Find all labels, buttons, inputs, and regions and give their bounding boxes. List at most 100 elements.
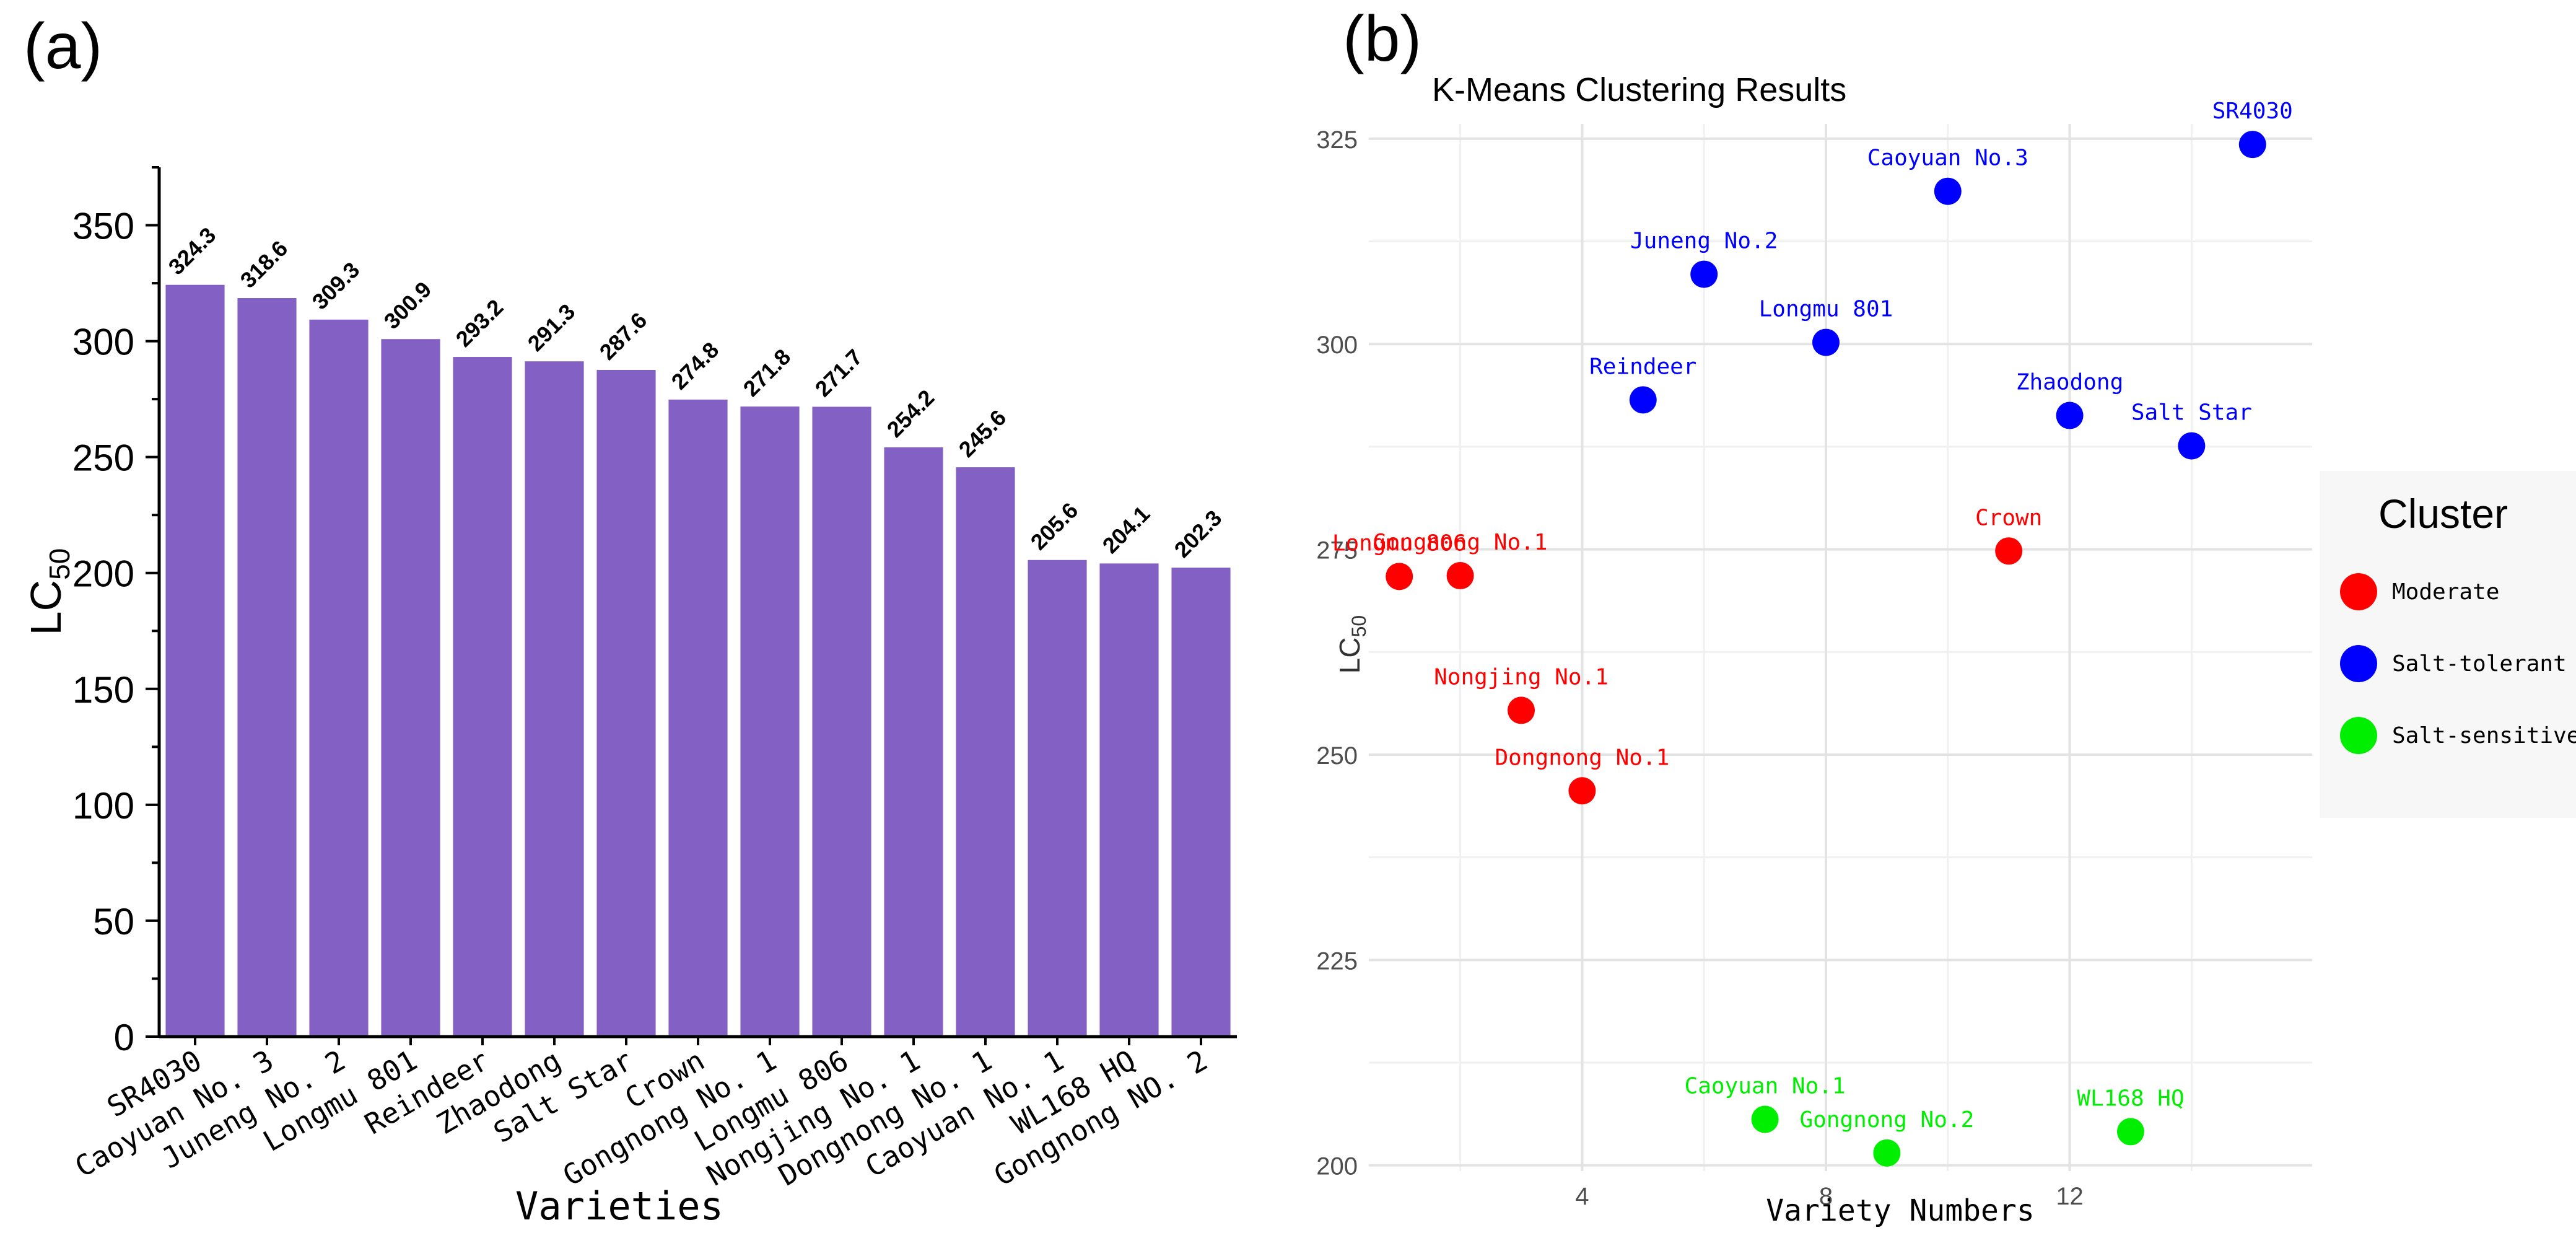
bar-y-tick-label: 250 (72, 437, 134, 479)
scatter-y-tick-label: 300 (1316, 331, 1358, 359)
legend-label-moderate: Moderate (2392, 579, 2499, 605)
scatter-x-tick-label: 4 (1575, 1183, 1589, 1210)
bar-zhaodong (525, 361, 584, 1037)
bar-reindeer (453, 357, 512, 1037)
scatter-legend: Cluster Moderate Salt-tolerant Salt-sensit… (2320, 471, 2576, 818)
scatter-y-tick-label: 200 (1316, 1153, 1358, 1180)
scatter-point-label: Salt Star (2131, 400, 2252, 426)
bar-y-tick-label: 150 (72, 669, 134, 711)
scatter-point-label: Longmu 806 (1332, 530, 1467, 556)
scatter-point-label: Caoyuan No.1 (1685, 1073, 1846, 1099)
scatter-y-tick-label: 250 (1316, 742, 1358, 770)
scatter-point-label: SR4030 (2212, 99, 2293, 124)
bar-dongnong-no-1 (956, 467, 1015, 1037)
scatter-point-salt-star (2178, 432, 2206, 460)
bar-value-label: 293.2 (451, 294, 509, 352)
legend-key-salt-tolerant (2340, 645, 2377, 682)
legend-items: Moderate Salt-tolerant Salt-sensitive (2340, 573, 2576, 754)
scatter-point-zhaodong (2056, 402, 2084, 429)
bar-y-tick-label: 300 (72, 322, 134, 363)
bar-value-label: 204.1 (1098, 501, 1155, 558)
bar-series (165, 284, 1231, 1037)
legend-label-salt-sensitive: Salt-sensitive (2392, 723, 2576, 749)
scatter-point-wl168-hq (2116, 1118, 2144, 1146)
scatter-point-caoyuan-no-3 (1934, 177, 1962, 205)
legend-background (2320, 471, 2576, 818)
scatter-point-label: WL168 HQ (2077, 1086, 2184, 1111)
legend-label-salt-tolerant: Salt-tolerant (2392, 651, 2567, 677)
bar-value-label: 309.3 (307, 257, 365, 315)
scatter-point-label: Gongnong No.1 (1373, 530, 1548, 555)
bar-value-label: 205.6 (1026, 498, 1083, 555)
legend-key-moderate (2340, 573, 2377, 610)
scatter-y-axis-title: LC50 (1334, 615, 1370, 674)
scatter-x-tick-label: 8 (1819, 1183, 1833, 1210)
bar-value-label: 300.9 (379, 276, 437, 334)
bar-value-label: 271.8 (738, 344, 796, 402)
scatter-point-label: Nongjing No.1 (1434, 664, 1609, 690)
scatter-y-tick-label: 225 (1316, 947, 1358, 975)
bar-value-label: 245.6 (954, 405, 1011, 462)
scatter-point-dongnong-no-1 (1568, 777, 1596, 805)
bar-x-axis-title: Varieties (515, 1183, 723, 1229)
bar-y-axis-title: LC50 (22, 548, 76, 636)
scatter-point-nongjing-no-1 (1507, 696, 1535, 724)
scatter-point-label: Gongnong No.2 (1799, 1107, 1974, 1133)
scatter-point-label: Longmu 801 (1759, 297, 1893, 322)
legend-title: Cluster (2378, 491, 2508, 537)
bar-longmu-801 (381, 339, 440, 1037)
scatter-title: K-Means Clustering Results (1432, 71, 1846, 108)
scatter-point-caoyuan-no-1 (1751, 1105, 1779, 1133)
scatter-point-label: Reindeer (1589, 354, 1696, 379)
scatter-point-label: Crown (1975, 505, 2042, 530)
bar-value-label: 202.3 (1169, 505, 1227, 563)
scatter-point-longmu-806 (1386, 563, 1413, 590)
scatter-point-gongnong-no-2 (1873, 1139, 1901, 1167)
scatter-point-label: Zhaodong (2016, 370, 2123, 395)
legend-key-salt-sensitive (2340, 717, 2377, 754)
bar-caoyuan-no-3 (237, 298, 297, 1037)
bar-y-tick-label: 0 (114, 1017, 134, 1058)
bar-juneng-no-2 (309, 319, 369, 1037)
bar-chart: 0 50 100 150 200 250 300 350 324.3 318.6 309.3 300… (22, 166, 1237, 1229)
scatter-x-tick-label: 12 (2056, 1183, 2084, 1210)
bar-caoyuan-no-1 (1028, 560, 1087, 1037)
bar-value-label: 318.6 (235, 235, 293, 293)
bar-nongjing-no-1 (884, 447, 943, 1037)
bar-value-label: 254.2 (882, 385, 940, 442)
bar-gongnong-no-1 (740, 406, 800, 1037)
bar-y-tick-label: 100 (72, 785, 134, 827)
bar-y-tick-label: 350 (72, 206, 134, 247)
bar-value-label: 324.3 (164, 222, 221, 280)
bar-value-label: 271.7 (810, 344, 868, 402)
scatter-y-tick-label: 275 (1316, 537, 1358, 564)
scatter-point-label: Dongnong No.1 (1495, 745, 1670, 770)
scatter-chart: K-Means Clustering Results 200 225 250 275 3… (1316, 71, 2576, 1228)
bar-salt-star (596, 369, 656, 1037)
scatter-point-reindeer (1629, 386, 1657, 414)
bar-value-label: 287.6 (595, 307, 652, 365)
bar-gongnong-no-2 (1171, 568, 1231, 1037)
bar-y-tick-label: 50 (93, 901, 134, 942)
scatter-point-juneng-no-2 (1690, 260, 1718, 288)
panel-b-label: (b) (1343, 3, 1421, 75)
bar-crown (668, 399, 728, 1037)
scatter-point-longmu-801 (1812, 328, 1840, 356)
scatter-x-axis-title: Variety Numbers (1766, 1193, 2034, 1228)
bar-y-axis-ticks: 0 50 100 150 200 250 300 350 (72, 166, 159, 1058)
scatter-point-label: Caoyuan No.3 (1867, 146, 2028, 171)
scatter-gridlines (1369, 124, 2312, 1171)
bar-longmu-806 (812, 406, 871, 1037)
scatter-tick-labels: 200 225 250 275 300 325 4 8 12 (1316, 126, 2084, 1210)
scatter-point-gongnong-no-1 (1446, 562, 1474, 590)
bar-value-label: 274.8 (666, 337, 724, 395)
scatter-point-sr4030 (2238, 131, 2266, 159)
scatter-points (1386, 131, 2266, 1167)
bar-value-label: 291.3 (523, 299, 580, 356)
scatter-y-tick-label: 325 (1316, 126, 1358, 154)
bar-sr4030 (165, 284, 225, 1037)
scatter-point-crown (1995, 537, 2023, 565)
